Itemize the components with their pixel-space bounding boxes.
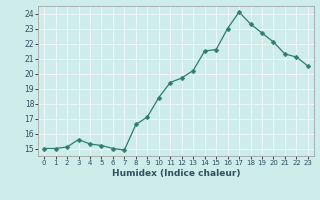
X-axis label: Humidex (Indice chaleur): Humidex (Indice chaleur) bbox=[112, 169, 240, 178]
